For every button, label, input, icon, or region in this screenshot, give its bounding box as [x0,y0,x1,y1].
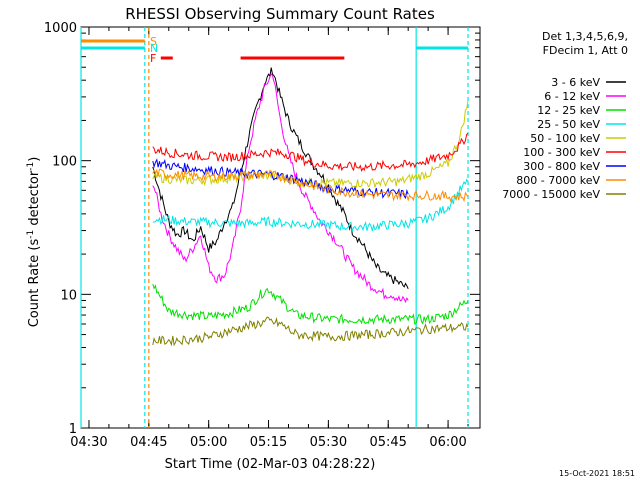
series-line [152,283,469,326]
x-tick-label: 04:45 [130,435,167,450]
x-tick-label: 06:00 [429,435,466,450]
y-axis-label: Count Rate (s-1 detector-1) [26,157,42,328]
legend-header: Det 1,3,4,5,6,9, [542,30,628,43]
svg-text:Count Rate (s-1 detector-1): Count Rate (s-1 detector-1) [26,157,42,328]
series-line [152,73,409,304]
legend-label: 12 - 25 keV [537,104,600,117]
y-tick-label: 1 [69,422,77,437]
series-line [152,158,409,200]
legend-label: 800 - 7000 keV [516,174,600,187]
legend-header: FDecim 1, Att 0 [543,44,628,57]
series-line [152,168,469,203]
footer-timestamp: 15-Oct-2021 18:51 [559,469,635,478]
legend-label: 300 - 800 keV [523,160,600,173]
series-line [152,133,469,173]
x-tick-label: 04:30 [70,435,107,450]
legend-label: 7000 - 15000 keV [502,188,600,201]
chart-title: RHESSI Observing Summary Count Rates [125,5,435,23]
legend-label: 100 - 300 keV [523,146,600,159]
flag-label-s: S [150,35,157,48]
x-tick-label: 05:00 [190,435,227,450]
plot-area: 04:30 04:45 05:00 05:15 05:30 05:45 06:00 1 10 10… [44,21,481,450]
series-line [152,316,469,347]
legend-label: 6 - 12 keV [544,90,600,103]
legend-label: 50 - 100 keV [530,132,600,145]
x-tick-label: 05:45 [369,435,406,450]
y-tick-label: 100 [52,155,77,170]
x-tick-label: 05:30 [310,435,347,450]
y-tick-label: 1000 [44,21,77,36]
series-line [152,178,469,232]
flag-label-f: F [150,52,156,65]
flag-label-n: N [150,42,158,55]
legend-label: 25 - 50 keV [537,118,600,131]
series-line [152,67,409,290]
x-axis-label: Start Time (02-Mar-03 04:28:22) [165,457,376,472]
series-line [152,100,469,189]
y-tick-label: 10 [60,288,77,303]
legend-label: 3 - 6 keV [551,76,600,89]
plot-frame [80,26,481,429]
x-tick-label: 05:15 [250,435,287,450]
